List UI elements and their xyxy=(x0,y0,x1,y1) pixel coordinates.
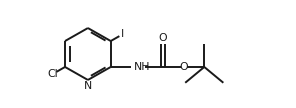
Text: N: N xyxy=(84,81,92,91)
Text: NH: NH xyxy=(134,62,151,72)
Text: O: O xyxy=(180,62,188,72)
Text: O: O xyxy=(158,33,167,43)
Text: Cl: Cl xyxy=(47,69,58,79)
Text: I: I xyxy=(121,29,124,39)
